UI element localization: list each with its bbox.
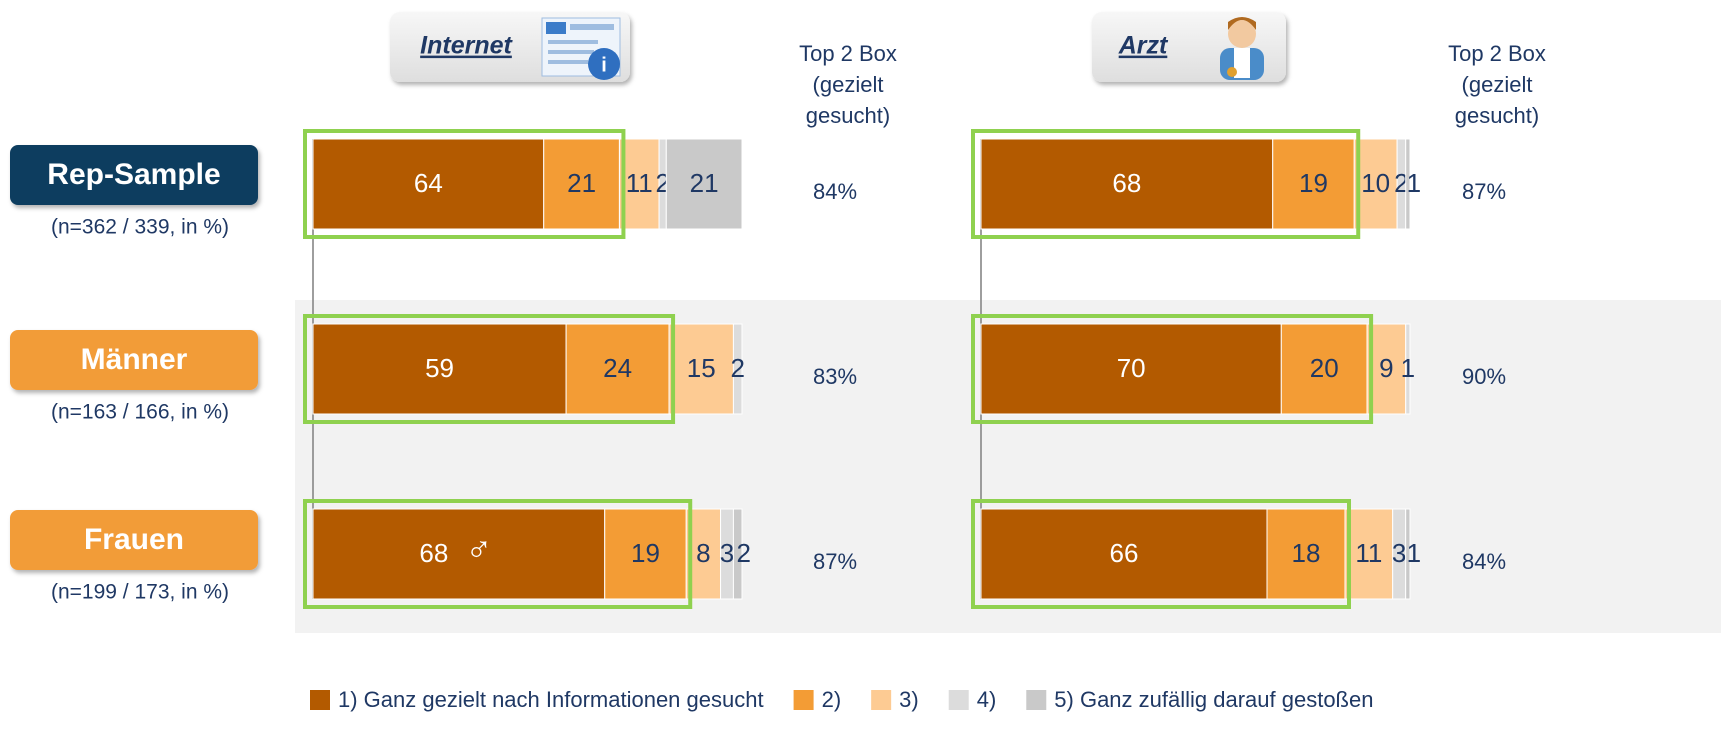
data-label: 68 xyxy=(1112,168,1141,198)
top2-header: gesucht) xyxy=(1455,103,1539,128)
data-label: 19 xyxy=(631,538,660,568)
row-label: Rep-Sample xyxy=(47,158,220,191)
row-label: Frauen xyxy=(84,523,184,556)
top2-value: 90% xyxy=(1462,364,1506,389)
data-label: 1 xyxy=(1401,353,1415,383)
top2-header: Top 2 Box xyxy=(1448,41,1546,66)
data-label: 11 xyxy=(626,168,653,198)
legend-label: 3) xyxy=(899,687,919,712)
row-label: Männer xyxy=(81,343,188,376)
legend-swatch xyxy=(310,690,330,710)
legend-swatch xyxy=(949,690,969,710)
top2-value: 83% xyxy=(813,364,857,389)
data-label: 10 xyxy=(1361,168,1390,198)
top2-value: 84% xyxy=(1462,549,1506,574)
top2-header: Top 2 Box xyxy=(799,41,897,66)
svg-text:i: i xyxy=(601,54,607,76)
data-label: 21 xyxy=(567,168,596,198)
legend-swatch xyxy=(871,690,891,710)
chart: Internet i Arzt Rep-Sample (n=362 / 339, … xyxy=(0,0,1721,752)
data-label: 1 xyxy=(1407,538,1421,568)
top2-header: (gezielt xyxy=(1462,72,1533,97)
annotation: ♂ xyxy=(465,529,492,570)
data-label: 59 xyxy=(425,353,454,383)
bar-segment xyxy=(313,509,605,599)
info-icon: i xyxy=(542,18,620,80)
data-label: 66 xyxy=(1110,538,1139,568)
data-label: 20 xyxy=(1310,353,1339,383)
row-sample: (n=362 / 339, in %) xyxy=(51,216,229,239)
row-sample: (n=199 / 173, in %) xyxy=(51,581,229,604)
top2-header: (gezielt xyxy=(813,72,884,97)
data-label: 1 xyxy=(1407,168,1421,198)
legend-swatch xyxy=(1026,690,1046,710)
top2-value: 84% xyxy=(813,179,857,204)
data-label: 15 xyxy=(687,353,716,383)
data-label: 3 xyxy=(720,538,734,568)
legend-swatch xyxy=(794,690,814,710)
data-label: 64 xyxy=(414,168,443,198)
data-label: 70 xyxy=(1117,353,1146,383)
legend-label: 5) Ganz zufällig darauf gestoßen xyxy=(1054,687,1373,712)
top2-value: 87% xyxy=(813,549,857,574)
legend-label: 1) Ganz gezielt nach Informationen gesuc… xyxy=(338,687,764,712)
legend-label: 2) xyxy=(822,687,842,712)
data-label: 2 xyxy=(736,538,750,568)
top2-value: 87% xyxy=(1462,179,1506,204)
data-label: 24 xyxy=(603,353,632,383)
data-label: 11 xyxy=(1355,538,1382,568)
row-sample: (n=163 / 166, in %) xyxy=(51,401,229,424)
panel-title: Internet xyxy=(420,32,513,60)
data-label: 8 xyxy=(696,538,710,568)
legend-label: 4) xyxy=(977,687,997,712)
top2-header: gesucht) xyxy=(806,103,890,128)
data-label: 3 xyxy=(1392,538,1406,568)
panel-title: Arzt xyxy=(1118,32,1169,60)
data-label: 19 xyxy=(1299,168,1328,198)
data-label: 68 xyxy=(419,538,448,568)
data-label: 2 xyxy=(730,353,744,383)
data-label: 9 xyxy=(1379,353,1393,383)
data-label: 21 xyxy=(690,168,719,198)
data-label: 18 xyxy=(1292,538,1321,568)
